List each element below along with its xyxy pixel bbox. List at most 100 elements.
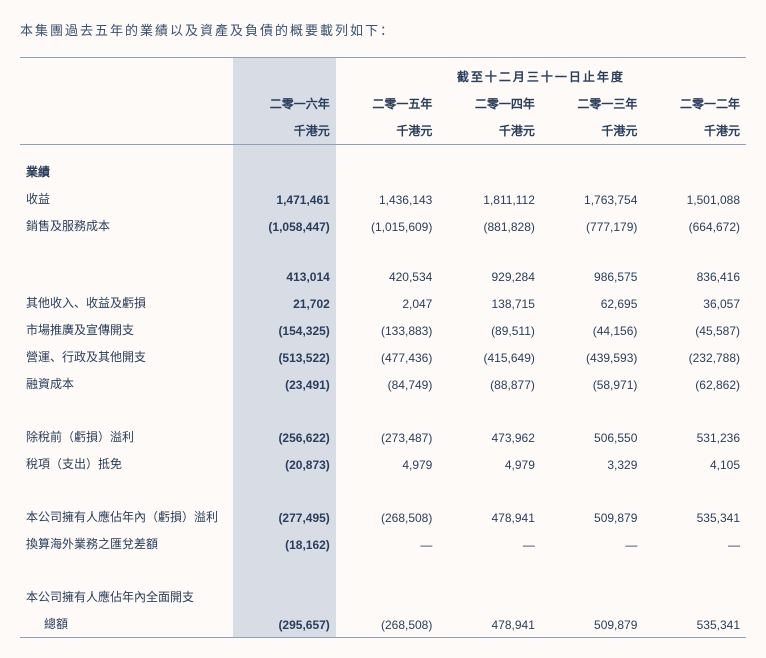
cell: 4,979: [438, 450, 541, 477]
cell: (881,828): [438, 212, 541, 239]
intro-text: 本集團過去五年的業績以及資產及負債的概要載列如下：: [20, 20, 746, 39]
label: 市場推廣及宣傳開支: [20, 316, 233, 343]
financial-table-container: 截至十二月三十一日止年度 二零一六年 二零一五年 二零一四年 二零一三年 二零一…: [20, 57, 746, 638]
label: 其他收入、收益及虧損: [20, 289, 233, 316]
label: 除稅前（虧損）溢利: [20, 423, 233, 450]
cell: 4,979: [336, 450, 439, 477]
cell: 2,047: [336, 289, 439, 316]
col-year-2014: 二零一四年: [438, 90, 541, 117]
cell: 420,534: [336, 265, 439, 289]
cell: 138,715: [438, 289, 541, 316]
label: 換算海外業務之匯兌差額: [20, 530, 233, 557]
cell: 62,695: [541, 289, 644, 316]
cell: 4,105: [643, 450, 746, 477]
cell: (232,788): [643, 343, 746, 370]
table-header-title: 截至十二月三十一日止年度: [336, 58, 746, 90]
cell: (45,587): [643, 316, 746, 343]
row-revenue: 收益 1,471,461 1,436,143 1,811,112 1,763,7…: [20, 185, 746, 212]
section-results: 業績: [20, 145, 233, 186]
row-cost: 銷售及服務成本 (1,058,447) (1,015,609) (881,828…: [20, 212, 746, 239]
unit-cell: 千港元: [336, 117, 439, 144]
cell: (23,491): [233, 370, 336, 397]
cell: (133,883): [336, 316, 439, 343]
unit-cell: 千港元: [438, 117, 541, 144]
cell: (273,487): [336, 423, 439, 450]
cell: (1,015,609): [336, 212, 439, 239]
cell: 478,941: [438, 503, 541, 530]
row-total-comp: 總額 (295,657) (268,508) 478,941 509,879 5…: [20, 610, 746, 637]
cell: (513,522): [233, 343, 336, 370]
unit-row: 千港元 千港元 千港元 千港元 千港元: [20, 117, 746, 144]
cell: (58,971): [541, 370, 644, 397]
cell: (1,058,447): [233, 212, 336, 239]
cell: (256,622): [233, 423, 336, 450]
cell: 21,702: [233, 289, 336, 316]
label: 銷售及服務成本: [20, 212, 233, 239]
cell: 36,057: [643, 289, 746, 316]
label: 總額: [20, 610, 233, 637]
label: 融資成本: [20, 370, 233, 397]
col-year-2012: 二零一二年: [643, 90, 746, 117]
year-header-row: 二零一六年 二零一五年 二零一四年 二零一三年 二零一二年: [20, 90, 746, 117]
financial-table: 截至十二月三十一日止年度 二零一六年 二零一五年 二零一四年 二零一三年 二零一…: [20, 58, 746, 637]
unit-cell: 千港元: [541, 117, 644, 144]
cell: —: [541, 530, 644, 557]
cell: (62,862): [643, 370, 746, 397]
row-fx: 換算海外業務之匯兌差額 (18,162) — — — —: [20, 530, 746, 557]
row-admin: 營運、行政及其他開支 (513,522) (477,436) (415,649)…: [20, 343, 746, 370]
cell: 531,236: [643, 423, 746, 450]
row-total-comp-label: 本公司擁有人應佔年內全面開支: [20, 583, 746, 610]
cell: (268,508): [336, 610, 439, 637]
cell: 3,329: [541, 450, 644, 477]
cell: (664,672): [643, 212, 746, 239]
cell: 478,941: [438, 610, 541, 637]
cell: 506,550: [541, 423, 644, 450]
col-year-2016: 二零一六年: [233, 90, 336, 117]
cell: 986,575: [541, 265, 644, 289]
cell: 535,341: [643, 503, 746, 530]
cell: (477,436): [336, 343, 439, 370]
cell: 1,501,088: [643, 185, 746, 212]
cell: (415,649): [438, 343, 541, 370]
col-year-2015: 二零一五年: [336, 90, 439, 117]
label: 稅項（支出）抵免: [20, 450, 233, 477]
cell: (18,162): [233, 530, 336, 557]
label: 營運、行政及其他開支: [20, 343, 233, 370]
label: 本公司擁有人應佔年內全面開支: [20, 583, 233, 610]
cell: (268,508): [336, 503, 439, 530]
unit-cell: 千港元: [643, 117, 746, 144]
cell: (277,495): [233, 503, 336, 530]
row-tax: 稅項（支出）抵免 (20,873) 4,979 4,979 3,329 4,10…: [20, 450, 746, 477]
cell: 1,763,754: [541, 185, 644, 212]
cell: (439,593): [541, 343, 644, 370]
cell: (89,511): [438, 316, 541, 343]
cell: 1,471,461: [233, 185, 336, 212]
row-gross: 413,014 420,534 929,284 986,575 836,416: [20, 265, 746, 289]
label: [20, 265, 233, 289]
col-year-2013: 二零一三年: [541, 90, 644, 117]
cell: 1,811,112: [438, 185, 541, 212]
cell: 509,879: [541, 610, 644, 637]
cell: 535,341: [643, 610, 746, 637]
row-pbt: 除稅前（虧損）溢利 (256,622) (273,487) 473,962 50…: [20, 423, 746, 450]
cell: 473,962: [438, 423, 541, 450]
cell: 1,436,143: [336, 185, 439, 212]
cell: —: [336, 530, 439, 557]
cell: 509,879: [541, 503, 644, 530]
cell: —: [438, 530, 541, 557]
row-other-income: 其他收入、收益及虧損 21,702 2,047 138,715 62,695 3…: [20, 289, 746, 316]
unit-2016: 千港元: [233, 117, 336, 144]
cell: (84,749): [336, 370, 439, 397]
row-marketing: 市場推廣及宣傳開支 (154,325) (133,883) (89,511) (…: [20, 316, 746, 343]
cell: (777,179): [541, 212, 644, 239]
cell: 836,416: [643, 265, 746, 289]
label: 收益: [20, 185, 233, 212]
cell: —: [643, 530, 746, 557]
cell: (44,156): [541, 316, 644, 343]
row-attributable: 本公司擁有人應佔年內（虧損）溢利 (277,495) (268,508) 478…: [20, 503, 746, 530]
cell: 413,014: [233, 265, 336, 289]
label: 本公司擁有人應佔年內（虧損）溢利: [20, 503, 233, 530]
row-finance: 融資成本 (23,491) (84,749) (88,877) (58,971)…: [20, 370, 746, 397]
cell: (88,877): [438, 370, 541, 397]
cell: 929,284: [438, 265, 541, 289]
